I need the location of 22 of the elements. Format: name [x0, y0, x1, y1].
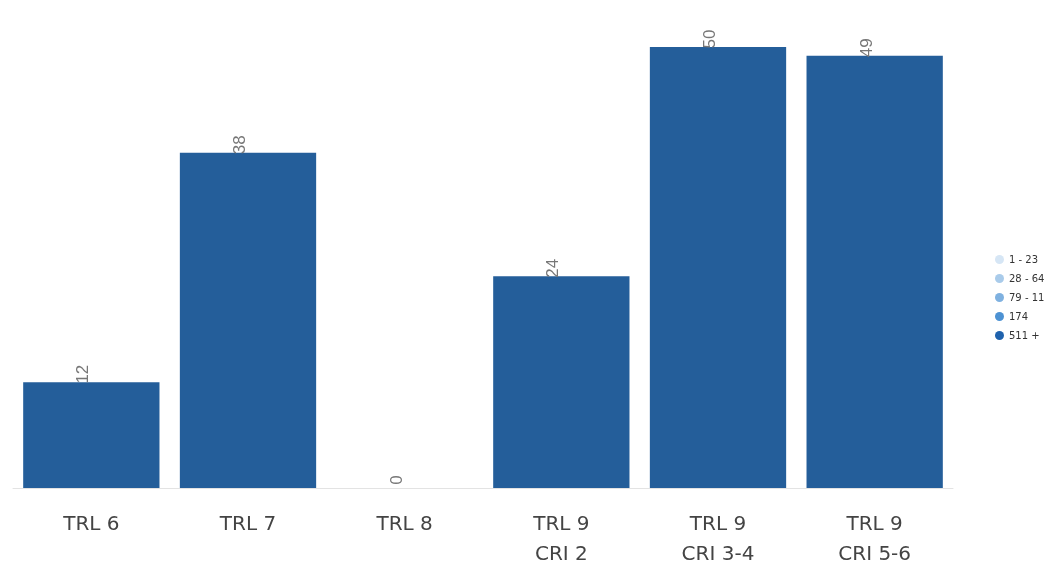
text: 1 - 23: [1009, 254, 1039, 265]
bar: [23, 382, 160, 488]
bar: [806, 55, 943, 488]
data-label: 50: [700, 29, 719, 49]
x-tick-label: TRL 9 CRI 5-6: [838, 511, 912, 565]
data-label: 49: [856, 38, 876, 58]
data-label: 12: [73, 364, 93, 384]
data-label: 24: [543, 258, 563, 278]
bar: [493, 276, 630, 488]
data-label: 0: [386, 475, 406, 485]
x-tick-label: TRL 8: [375, 511, 433, 535]
bar: [649, 47, 787, 488]
text: 174: [1009, 311, 1029, 322]
bar: [179, 152, 317, 488]
x-tick-label: TRL 7: [218, 511, 277, 535]
x-tick-label: TRL 9 CRI 2: [532, 511, 590, 565]
text: 511 +: [1009, 330, 1040, 341]
text: 28 - 64: [1009, 273, 1045, 284]
text: 79 - 11: [1009, 292, 1045, 303]
x-tick-label: TRL 6: [62, 511, 120, 535]
x-tick-label: TRL 9 CRI 3-4: [681, 511, 755, 565]
data-label: 38: [230, 135, 249, 155]
